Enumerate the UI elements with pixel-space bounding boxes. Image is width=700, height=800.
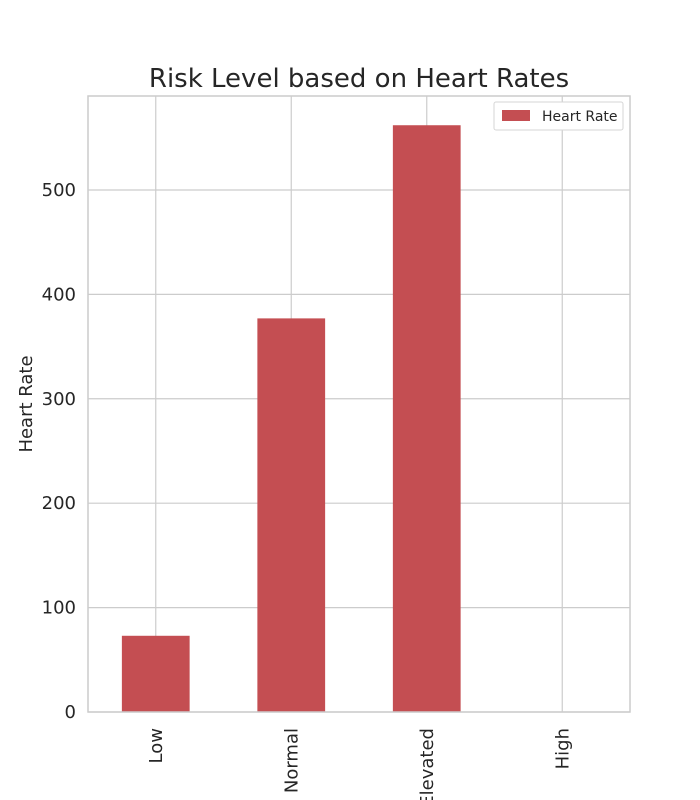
legend: Heart Rate: [493, 101, 624, 131]
y-axis-label: Heart Rate: [16, 355, 37, 452]
x-tick-labels: Low Normal Elevated High: [146, 728, 574, 800]
bars: [121, 125, 461, 713]
bar: [121, 635, 190, 712]
legend-label: Heart Rate: [542, 109, 618, 125]
y-tick-label: 400: [42, 284, 76, 305]
legend-box: [493, 101, 624, 131]
legend-swatch: [502, 110, 530, 121]
y-tick-label: 100: [42, 598, 76, 619]
y-tick-label: 300: [42, 389, 76, 410]
y-tick-labels: 0 100 200 300 400 500: [42, 180, 76, 723]
x-tick-label: High: [552, 728, 573, 769]
bar: [257, 318, 326, 712]
x-tick-label: Elevated: [417, 728, 438, 800]
plot-frame: [87, 95, 631, 713]
grid-lines: [88, 96, 630, 713]
bar: [392, 125, 461, 713]
y-tick-label: 200: [42, 493, 76, 514]
chart-title: Risk Level based on Heart Rates: [149, 64, 569, 94]
x-tick-label: Low: [146, 728, 167, 763]
x-tick-label: Normal: [281, 728, 302, 793]
y-tick-label: 0: [65, 702, 76, 723]
y-tick-label: 500: [42, 180, 76, 201]
